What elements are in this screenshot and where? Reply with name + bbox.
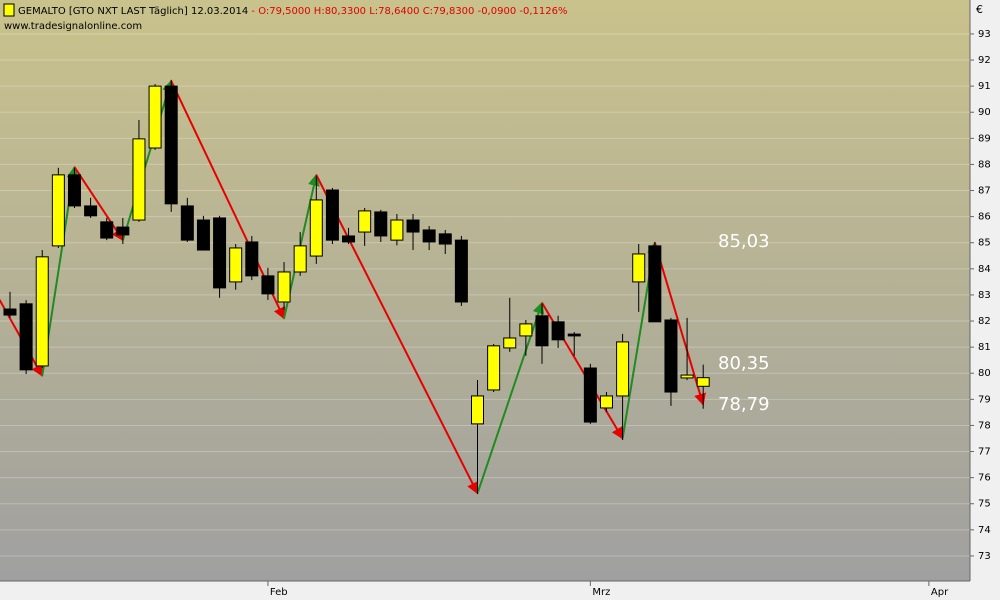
y-tick-label: 91 [978, 81, 991, 92]
y-tick-label: 81 [978, 342, 991, 353]
level-label: 85,03 [718, 231, 770, 252]
candle-body [293, 245, 307, 273]
y-tick-label: 77 [978, 447, 991, 458]
candle-body [374, 211, 388, 237]
source: www.tradesignalonline.com [4, 21, 142, 32]
y-tick-label: 80 [978, 368, 991, 379]
candle-body [648, 245, 662, 323]
y-tick-label: 84 [978, 264, 991, 275]
candle-body [454, 239, 468, 303]
chart-title: GEMALTO [GTO NXT LAST Täglich] 12.03.201… [18, 6, 567, 17]
candle-body [213, 217, 227, 289]
y-tick-label: 82 [978, 316, 991, 327]
y-tick-label: 88 [978, 159, 991, 170]
y-tick-label: 78 [978, 420, 991, 431]
candle-body [535, 315, 549, 347]
candle-body [438, 233, 452, 245]
candle-body [342, 235, 356, 243]
candle-body [261, 275, 275, 295]
candle-body [583, 367, 597, 423]
candle-body [196, 219, 210, 251]
y-tick-label: 86 [978, 212, 991, 223]
candle-body [422, 229, 436, 243]
candle-body [664, 319, 678, 393]
y-tick-label: 93 [978, 29, 991, 40]
candle-body [358, 210, 372, 233]
zigzag-segment [315, 174, 479, 495]
candle-body [325, 189, 339, 241]
y-tick-label: 83 [978, 290, 991, 301]
candle-body [180, 205, 194, 241]
candle-body [406, 219, 420, 233]
level-label: 78,79 [718, 394, 770, 415]
title: GEMALTO [GTO NXT LAST Täglich] [18, 6, 188, 17]
y-tick-label: 90 [978, 107, 991, 118]
candle-body [616, 341, 630, 397]
candle-body [519, 323, 533, 337]
candle-body [277, 271, 291, 303]
candle-body [3, 308, 17, 316]
currency: € [976, 3, 983, 16]
date: 12.03.2014 [191, 6, 248, 17]
candle-body [19, 303, 33, 371]
zigzag-segment [653, 242, 706, 406]
candle-body [487, 345, 501, 391]
level-label: 80,35 [718, 353, 770, 374]
candle-body [503, 337, 517, 349]
candle-body [471, 395, 485, 425]
candle-body [35, 256, 49, 367]
candle-body [567, 333, 581, 337]
candle-body [309, 199, 323, 257]
y-tick-label: 75 [978, 499, 991, 510]
candle-body [599, 395, 613, 409]
candle-body [132, 138, 146, 221]
y-tick-label: 73 [978, 551, 991, 562]
y-tick-label: 87 [978, 186, 991, 197]
plot-area [0, 0, 970, 581]
x-tick-label: Apr [931, 587, 949, 598]
candle-body [84, 205, 98, 217]
candle-body [67, 174, 81, 207]
y-tick-label: 92 [978, 55, 991, 66]
candle-body [164, 85, 178, 205]
zigzag-segment [73, 166, 124, 242]
candle-body [245, 241, 259, 277]
zigzag-segment [0, 298, 44, 377]
x-tick-label: Feb [270, 587, 288, 598]
candle-body [229, 247, 243, 283]
candle-body [632, 253, 646, 283]
y-tick-label: 79 [978, 394, 991, 405]
candle-body [100, 221, 114, 239]
candle-body [696, 377, 710, 387]
zigzag-segment [121, 79, 174, 241]
y-tick-label: 85 [978, 238, 991, 249]
y-tick-label: 89 [978, 133, 991, 144]
y-tick-label: 76 [978, 473, 991, 484]
x-tick-label: Mrz [592, 587, 610, 598]
candle-body [680, 374, 694, 379]
quote: - O:79,5000 H:80,3300 L:78,6400 C:79,830… [251, 6, 567, 17]
candle-body [551, 321, 565, 341]
candle-body [390, 219, 404, 241]
candle-body [116, 226, 130, 236]
y-tick-label: 74 [978, 525, 991, 536]
candle-body [51, 174, 65, 247]
legend-icon [3, 3, 15, 17]
candle-body [148, 85, 162, 149]
